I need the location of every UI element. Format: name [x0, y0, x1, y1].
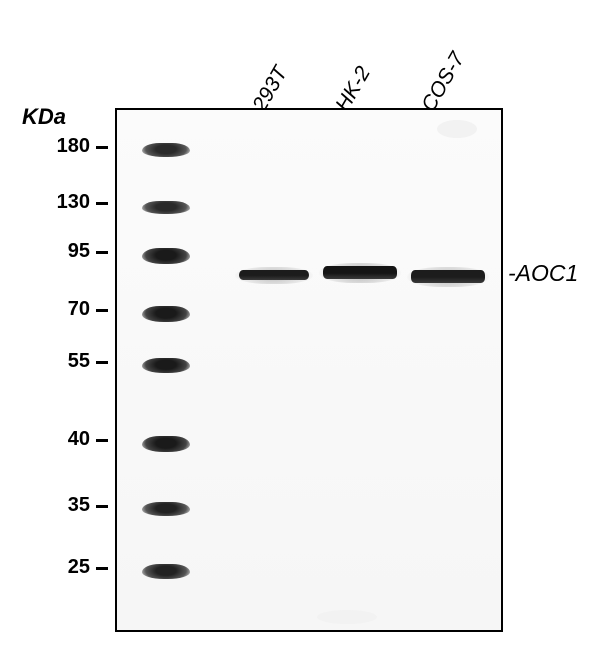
- mw-tick-dash: [96, 146, 108, 149]
- ladder-band: [142, 358, 190, 373]
- mw-tick-label: 25: [32, 556, 90, 579]
- sample-band: [323, 266, 397, 279]
- blot-noise: [437, 120, 477, 138]
- mw-tick-label: 70: [32, 298, 90, 321]
- lane-label: COS-7: [417, 48, 470, 116]
- mw-tick-label: 35: [32, 494, 90, 517]
- blot-noise: [317, 610, 377, 624]
- blot-inner: [117, 110, 501, 630]
- mw-tick-label: 95: [32, 240, 90, 263]
- figure-container: KDa 180130957055403525 293THK-2COS-7 -AO…: [0, 0, 600, 662]
- mw-tick-dash: [96, 202, 108, 205]
- mw-tick-label: 180: [32, 135, 90, 158]
- mw-tick-dash: [96, 309, 108, 312]
- mw-tick-label: 55: [32, 350, 90, 373]
- mw-tick-label: 40: [32, 428, 90, 451]
- mw-tick-dash: [96, 439, 108, 442]
- blot-membrane: [115, 108, 503, 632]
- ladder-band: [142, 143, 190, 157]
- ladder-band: [142, 564, 190, 579]
- ladder-band: [142, 436, 190, 452]
- ladder-band: [142, 502, 190, 516]
- ladder-band: [142, 248, 190, 264]
- protein-label: -AOC1: [508, 260, 578, 287]
- sample-band: [411, 270, 485, 283]
- mw-tick-label: 130: [32, 191, 90, 214]
- ladder-band: [142, 306, 190, 322]
- mw-tick-dash: [96, 361, 108, 364]
- mw-tick-dash: [96, 251, 108, 254]
- mw-tick-dash: [96, 567, 108, 570]
- ladder-band: [142, 201, 190, 214]
- sample-band: [239, 270, 309, 280]
- mw-tick-dash: [96, 505, 108, 508]
- unit-label: KDa: [22, 104, 66, 130]
